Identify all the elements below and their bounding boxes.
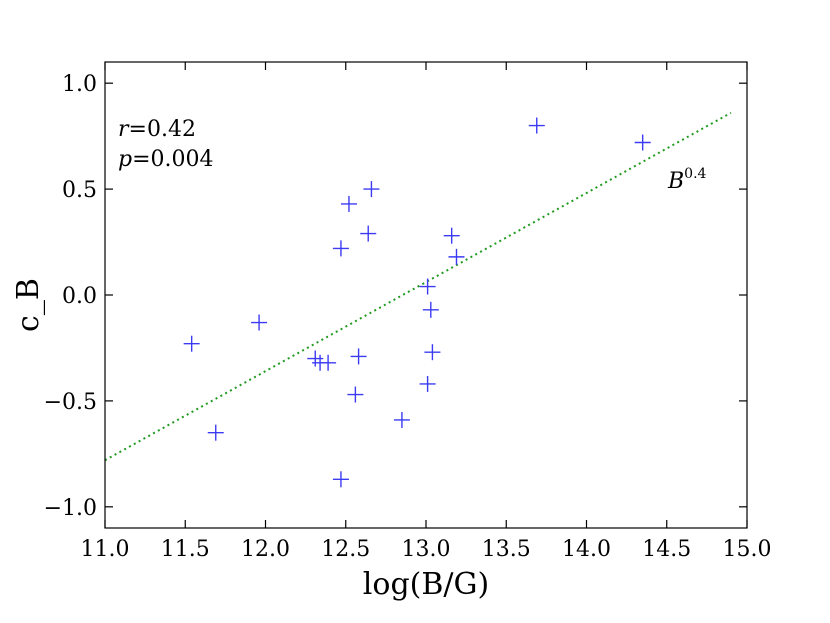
x-tick-label: 15.0 [723, 537, 772, 562]
data-point [183, 335, 200, 352]
x-tick-label: 14.5 [642, 537, 691, 562]
data-point [307, 350, 324, 367]
data-point [422, 301, 439, 318]
data-point [363, 181, 380, 198]
data-point [443, 227, 460, 244]
data-point [207, 424, 224, 441]
x-tick-label: 13.5 [482, 537, 531, 562]
data-point [350, 348, 367, 365]
x-tick-label: 12.0 [241, 537, 290, 562]
r-annotation: r=0.42 [118, 117, 196, 142]
data-point [251, 314, 268, 331]
y-axis-label: c_B [11, 278, 46, 332]
y-tick-label: 1.0 [62, 72, 97, 97]
x-axis-label: log(B/G) [363, 567, 489, 602]
x-tick-label: 11.0 [81, 537, 130, 562]
y-tick-label: 0.0 [62, 284, 97, 309]
data-point [424, 344, 441, 361]
data-point [332, 240, 349, 257]
data-point [419, 278, 436, 295]
x-tick-label: 14.0 [562, 537, 611, 562]
data-point [448, 248, 465, 265]
x-tick-label: 11.5 [161, 537, 210, 562]
x-tick-label: 13.0 [402, 537, 451, 562]
plot-frame [104, 61, 748, 529]
y-tick-label: 0.5 [62, 178, 97, 203]
ticks-layer [104, 62, 748, 528]
data-point [634, 134, 651, 151]
data-point [528, 117, 545, 134]
data-point [320, 354, 337, 371]
data-point [340, 195, 357, 212]
y-tick-labels: 1.0 0.5 0.0 −0.5 −1.0 [44, 72, 97, 521]
y-tick-label: −0.5 [44, 390, 97, 415]
data-point [360, 225, 377, 242]
fit-label: B0.4 [667, 166, 707, 194]
p-annotation: p=0.004 [118, 147, 214, 172]
x-tick-label: 12.5 [321, 537, 370, 562]
fit-layer [104, 111, 732, 462]
y-tick-label: −1.0 [44, 496, 97, 521]
points-layer [183, 117, 651, 488]
data-point [332, 471, 349, 488]
data-point [347, 386, 364, 403]
data-point [393, 411, 410, 428]
fit-line [104, 111, 732, 462]
data-point [419, 375, 436, 392]
x-tick-labels: 11.0 11.5 12.0 12.5 13.0 13.5 14.0 14.5 15.0 [81, 537, 772, 562]
